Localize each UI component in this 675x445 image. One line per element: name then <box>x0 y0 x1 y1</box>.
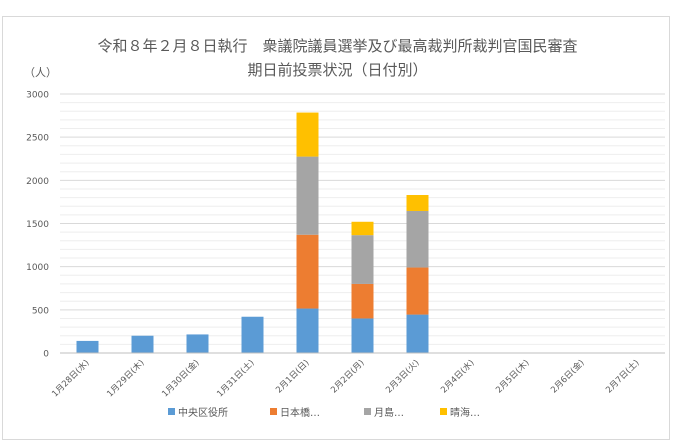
bar-segment <box>296 156 319 235</box>
bar-segment <box>351 221 374 236</box>
y-tick-label: 3000 <box>26 91 49 101</box>
x-tick-label: 2月7日(土) <box>603 357 641 395</box>
y-tick-label: 500 <box>32 306 49 316</box>
legend-swatch <box>168 408 175 415</box>
bar-segment <box>351 283 374 319</box>
legend-label: 日本橋… <box>280 408 320 419</box>
bar-segment <box>351 235 374 284</box>
y-tick-label: 0 <box>43 350 49 360</box>
bar-segment <box>351 318 374 353</box>
bar-segment <box>76 340 99 353</box>
legend-label: 中央区役所 <box>178 408 228 419</box>
x-tick-label: 2月3日(火) <box>384 358 421 395</box>
legend-swatch <box>440 408 447 415</box>
y-axis-unit-label: （人） <box>24 66 57 79</box>
legend-swatch <box>364 408 371 415</box>
x-tick-label: 2月1日(日) <box>274 358 311 395</box>
x-tick-label: 2月6日(金) <box>548 357 586 395</box>
x-tick-label: 1月31日(土) <box>215 357 257 399</box>
bar-segment <box>241 316 264 353</box>
legend-item: 晴海… <box>440 404 480 419</box>
y-tick-label: 2000 <box>26 177 49 187</box>
bar-segment <box>186 334 209 353</box>
bar-segment <box>406 267 429 315</box>
legend-item: 月島… <box>364 404 404 419</box>
y-tick-label: 1000 <box>26 263 49 273</box>
y-tick-label: 1500 <box>26 220 49 230</box>
chart-area <box>2 16 670 440</box>
bar-segment <box>131 335 154 353</box>
x-tick-label: 2月5日(木) <box>493 357 531 395</box>
x-tick-label: 1月29日(木) <box>105 357 147 399</box>
bar-segment <box>296 234 319 309</box>
bar-segment <box>296 112 319 157</box>
x-tick-label: 1月28日(水) <box>50 357 92 399</box>
bar-segment <box>296 308 319 353</box>
legend-label: 月島… <box>374 408 404 419</box>
x-tick-label: 2月4日(水) <box>438 357 476 395</box>
bars <box>76 112 429 353</box>
chart-title-line-2: 期日前投票状況（日付別） <box>247 61 428 79</box>
legend-label: 晴海… <box>450 408 480 419</box>
legend-item: 中央区役所 <box>168 404 228 419</box>
x-tick-label: 2月2日(月) <box>329 358 366 395</box>
chart-title-line-1: 令和８年２月８日執行 衆議院議員選挙及び最高裁判所裁判官国民審査 <box>97 37 578 55</box>
y-tick-label: 2500 <box>26 134 49 144</box>
bar-segment <box>406 195 429 211</box>
chart-title: 令和８年２月８日執行 衆議院議員選挙及び最高裁判所裁判官国民審査 期日前投票状況… <box>0 34 675 82</box>
bar-segment <box>406 210 429 268</box>
legend-item: 日本橋… <box>270 404 320 419</box>
bar-segment <box>406 314 429 353</box>
x-tick-label: 1月30日(金) <box>160 357 202 399</box>
legend-swatch <box>270 408 277 415</box>
